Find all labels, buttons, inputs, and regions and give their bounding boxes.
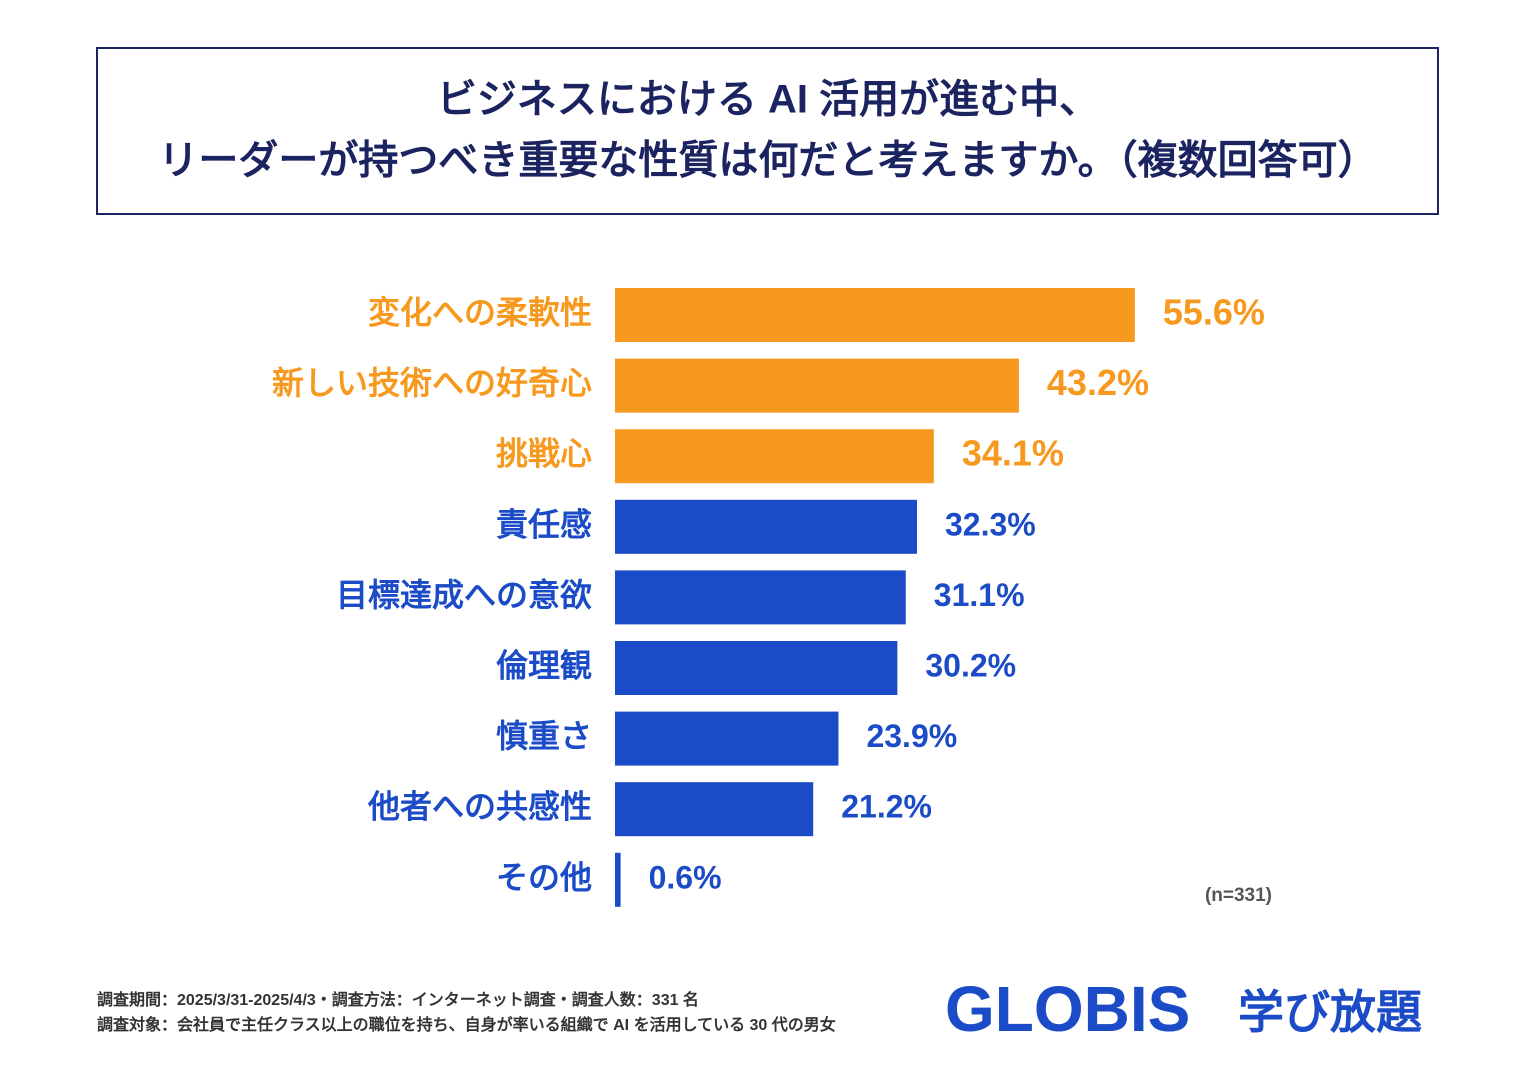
bar	[615, 429, 934, 484]
category-label: 変化への柔軟性	[368, 294, 592, 330]
value-label: 32.3%	[945, 506, 1036, 542]
category-label: 新しい技術への好奇心	[272, 365, 592, 401]
value-label: 23.9%	[866, 718, 957, 754]
annotation: (n=331)	[1205, 885, 1272, 906]
bar	[615, 711, 839, 766]
value-label: 31.1%	[934, 577, 1025, 613]
bar	[615, 852, 621, 907]
category-label: 慎重さ	[496, 718, 592, 754]
category-label: 他者への共感性	[367, 789, 592, 825]
logo-brand: GLOBIS	[945, 973, 1190, 1045]
bar	[615, 782, 814, 837]
bar	[615, 570, 906, 625]
value-label: 0.6%	[649, 859, 722, 895]
category-label: 目標達成への意欲	[336, 577, 592, 613]
chart-title: リーダーが持つべき重要な性質は何だと考えますか。（複数回答可）	[158, 139, 1377, 183]
bar	[615, 499, 918, 554]
value-label: 30.2%	[925, 647, 1016, 683]
bar	[615, 641, 898, 695]
chart-title: ビジネスにおける AI 活用が進む中、	[437, 78, 1099, 122]
category-label: 倫理観	[496, 647, 592, 683]
title-box	[96, 47, 1439, 215]
value-label: 55.6%	[1163, 292, 1265, 333]
value-label: 43.2%	[1047, 362, 1149, 403]
footnote: 調査対象：会社員で主任クラス以上の職位を持ち、自身が率いる組織で AI を活用し…	[97, 1015, 836, 1034]
footnote: 調査期間：2025/3/31-2025/4/3・調査方法：インターネット調査・調…	[97, 990, 699, 1009]
category-label: 責任感	[496, 506, 592, 542]
value-label: 21.2%	[841, 789, 932, 825]
category-label: その他	[496, 859, 592, 895]
value-label: 34.1%	[962, 433, 1064, 474]
category-label: 挑戦心	[496, 436, 592, 472]
bar	[615, 288, 1135, 342]
bar	[615, 358, 1019, 413]
logo-service: 学び放題	[1238, 986, 1422, 1038]
